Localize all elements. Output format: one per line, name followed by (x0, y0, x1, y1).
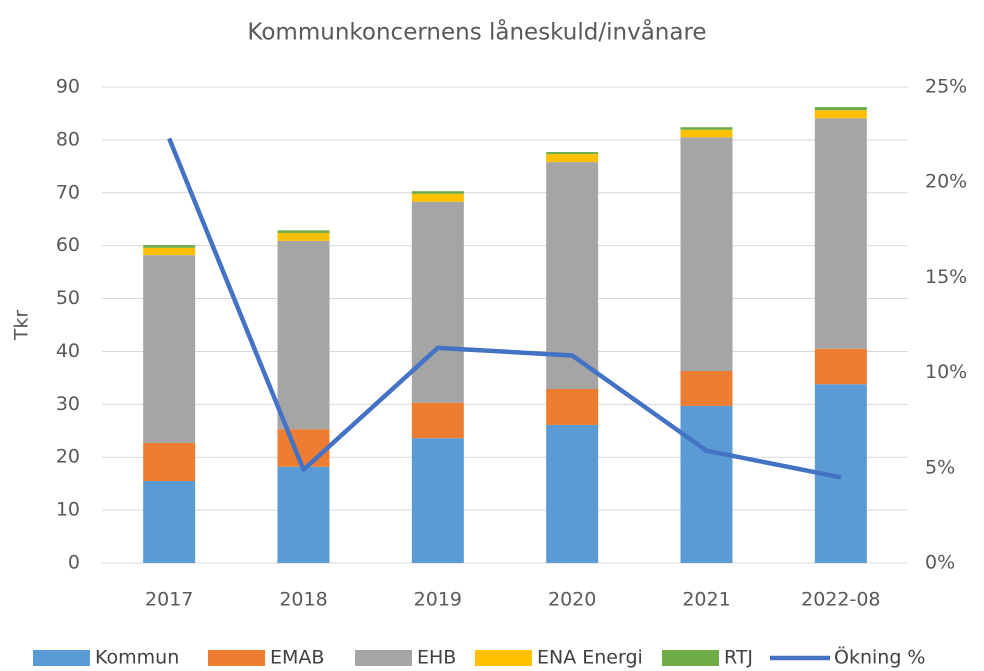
y-tick-label: 60 (56, 234, 80, 256)
y-tick-label: 90 (56, 76, 80, 98)
x-tick-label: 2018 (279, 589, 327, 611)
bar-segment (277, 232, 330, 241)
y-tick-label: 30 (56, 393, 80, 415)
bar-segment (143, 247, 196, 256)
legend-swatch (662, 650, 719, 666)
y2-tick-label: 25% (925, 76, 967, 98)
bar-segment (143, 255, 196, 443)
bar-segment (411, 402, 464, 439)
y-tick-label: 80 (56, 128, 80, 150)
legend-label: Kommun (95, 647, 179, 669)
x-tick-label: 2022-08 (801, 589, 880, 611)
y-axis-label: Tkr (11, 310, 33, 342)
legend-swatch (208, 650, 265, 666)
bar-segment (277, 429, 330, 467)
bar-segment (814, 110, 867, 119)
line-series (167, 137, 842, 480)
legend-label: EHB (417, 647, 456, 669)
bar-segment (143, 245, 196, 248)
bar-segment (411, 191, 464, 194)
y2-tick-label: 15% (925, 266, 967, 288)
bar-segment (680, 405, 733, 563)
bar-segment (411, 193, 464, 202)
y-tick-label: 40 (56, 340, 80, 362)
bar-segment (546, 424, 599, 563)
legend-swatch (475, 650, 532, 666)
y2-tick-label: 0% (925, 552, 955, 574)
x-tick-label: 2019 (414, 589, 462, 611)
y2-tick-label: 5% (925, 456, 955, 478)
y2-tick-label: 20% (925, 171, 967, 193)
bar-segment (546, 388, 599, 425)
bar-segment (143, 442, 196, 482)
y-tick-label: 70 (56, 181, 80, 203)
bar-segment (814, 107, 867, 111)
y-tick-label: 10 (56, 499, 80, 521)
bar-segment (814, 118, 867, 349)
bar-segment (680, 137, 733, 372)
legend-label: RTJ (724, 647, 753, 669)
y-tick-label: 0 (68, 552, 80, 574)
legend-label: Ökning % (834, 646, 925, 669)
legend-label: ENA Energi (537, 647, 643, 669)
bar-segment (546, 162, 599, 389)
x-tick-label: 2021 (682, 589, 730, 611)
x-tick-label: 2017 (145, 589, 193, 611)
bar-segment (546, 152, 599, 155)
bar-segment (546, 154, 599, 163)
chart-title: Kommunkoncernens låneskuld/invånare (247, 18, 706, 46)
bar-segment (680, 127, 733, 130)
legend-label: EMAB (270, 647, 324, 669)
legend-swatch (355, 650, 412, 666)
y-tick-label: 20 (56, 446, 80, 468)
y2-tick-label: 10% (925, 361, 967, 383)
x-tick-label: 2020 (548, 589, 596, 611)
bar-segment (814, 348, 867, 385)
bar-segment (411, 201, 464, 403)
bar-segment (143, 481, 196, 563)
bar-segment (277, 230, 330, 233)
y-tick-label: 50 (56, 287, 80, 309)
bar-segment (277, 466, 330, 563)
bar-segment (277, 240, 330, 430)
legend-swatch (33, 650, 90, 666)
bar-segment (411, 438, 464, 563)
bar-segment (680, 371, 733, 406)
bar-segment (680, 129, 733, 138)
